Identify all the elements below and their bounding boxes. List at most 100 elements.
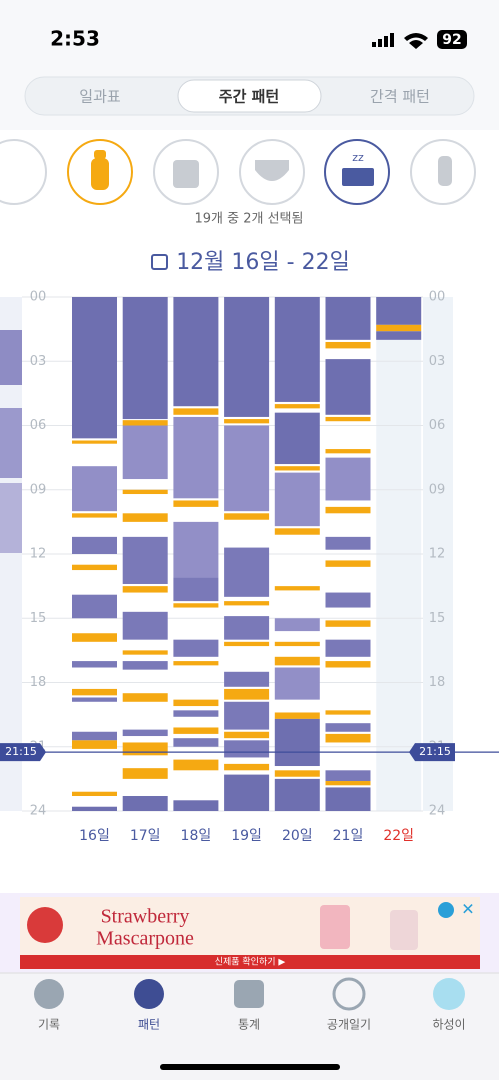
day-label: 21일 bbox=[333, 828, 364, 844]
segment bbox=[274, 586, 320, 591]
svg-text:zz: zz bbox=[352, 151, 364, 164]
segment bbox=[274, 712, 320, 719]
segment bbox=[122, 742, 168, 756]
prev-week-block bbox=[0, 408, 22, 478]
segment bbox=[122, 489, 168, 495]
nav-icon[interactable] bbox=[234, 980, 264, 1008]
nav-icon[interactable] bbox=[34, 979, 64, 1009]
ad-cta-bar[interactable] bbox=[20, 955, 480, 969]
segment bbox=[122, 693, 168, 702]
date-range: 12월 16일 - 22일 bbox=[176, 250, 350, 275]
segment bbox=[72, 791, 117, 797]
segment bbox=[224, 671, 270, 687]
calendar-icon bbox=[151, 254, 168, 270]
now-label: 21:15 bbox=[5, 745, 37, 758]
tab[interactable]: 일과표 bbox=[79, 88, 121, 106]
segment bbox=[325, 592, 371, 608]
ad-close[interactable]: ✕ bbox=[461, 900, 474, 919]
segment bbox=[173, 577, 219, 602]
segment bbox=[224, 547, 270, 597]
tab[interactable]: 간격 패턴 bbox=[370, 88, 430, 106]
segment bbox=[173, 800, 219, 811]
now-label: 21:15 bbox=[419, 745, 451, 758]
segment bbox=[274, 472, 320, 527]
segment bbox=[325, 661, 371, 668]
nav-icon[interactable] bbox=[332, 977, 366, 1011]
hour-label: 18 bbox=[429, 675, 446, 690]
segment bbox=[325, 639, 371, 657]
hour-label: 15 bbox=[30, 611, 47, 626]
segment bbox=[325, 620, 371, 627]
segment bbox=[173, 297, 219, 407]
ad-info[interactable] bbox=[438, 902, 454, 918]
segment bbox=[173, 738, 219, 747]
segment bbox=[325, 733, 371, 743]
filter-icons bbox=[0, 139, 476, 205]
segment bbox=[325, 297, 371, 340]
nav-icon[interactable] bbox=[433, 978, 465, 1010]
nav-icon[interactable] bbox=[134, 979, 164, 1009]
segment bbox=[72, 297, 117, 439]
axis-strip bbox=[423, 297, 453, 811]
tab-active[interactable] bbox=[177, 79, 322, 113]
segment bbox=[274, 528, 320, 535]
nav-label: 통계 bbox=[238, 1018, 260, 1032]
selection-count: 19개 중 2개 선택됨 bbox=[195, 212, 304, 227]
segment bbox=[224, 740, 270, 758]
segment bbox=[173, 661, 219, 666]
day-label: 19일 bbox=[231, 828, 262, 844]
segment bbox=[224, 297, 270, 417]
segment bbox=[274, 466, 320, 471]
prev-week-block bbox=[0, 483, 22, 553]
segment bbox=[173, 500, 219, 507]
segment bbox=[173, 710, 219, 717]
hour-label: 09 bbox=[429, 482, 446, 497]
ad-cup bbox=[320, 905, 350, 949]
segment bbox=[122, 536, 168, 584]
hour-label: 03 bbox=[429, 354, 446, 369]
segment bbox=[122, 425, 168, 480]
segment bbox=[325, 457, 371, 501]
nav-label: 공개일기 bbox=[327, 1018, 371, 1032]
segment bbox=[122, 297, 168, 420]
hour-label: 12 bbox=[30, 547, 47, 562]
segment bbox=[274, 412, 320, 465]
segment bbox=[224, 731, 270, 739]
segment bbox=[72, 594, 117, 619]
segment bbox=[122, 796, 168, 811]
segment bbox=[72, 740, 117, 749]
hour-label: 06 bbox=[429, 418, 446, 433]
segment bbox=[325, 341, 371, 349]
segment bbox=[72, 661, 117, 668]
segment bbox=[325, 449, 371, 454]
segment bbox=[122, 768, 168, 779]
segment bbox=[274, 667, 320, 700]
segment bbox=[224, 763, 270, 771]
segment bbox=[72, 731, 117, 741]
prev-week-block bbox=[0, 330, 22, 385]
segment bbox=[72, 536, 117, 554]
segment bbox=[224, 425, 270, 512]
signal bbox=[372, 33, 428, 49]
tab[interactable]: 주간 패턴 bbox=[219, 88, 279, 106]
segment bbox=[224, 419, 270, 424]
segment bbox=[325, 770, 371, 782]
segment bbox=[173, 759, 219, 771]
segment bbox=[274, 297, 320, 402]
segment bbox=[122, 513, 168, 522]
day-label: 16일 bbox=[79, 828, 110, 844]
home-indicator bbox=[160, 1064, 340, 1070]
now-flag bbox=[409, 743, 455, 762]
ad-cta[interactable]: 신제품 확인하기 ▶ bbox=[215, 956, 286, 968]
segment bbox=[122, 611, 168, 640]
now-flag bbox=[0, 743, 46, 762]
hour-label: 00 bbox=[429, 290, 446, 305]
segment bbox=[173, 603, 219, 608]
segment bbox=[224, 513, 270, 520]
ad-strawberry bbox=[27, 907, 63, 943]
hour-label: 00 bbox=[30, 290, 47, 305]
segment bbox=[72, 564, 117, 571]
hour-label: 18 bbox=[30, 675, 47, 690]
segment bbox=[274, 770, 320, 777]
hour-label: 15 bbox=[429, 611, 446, 626]
